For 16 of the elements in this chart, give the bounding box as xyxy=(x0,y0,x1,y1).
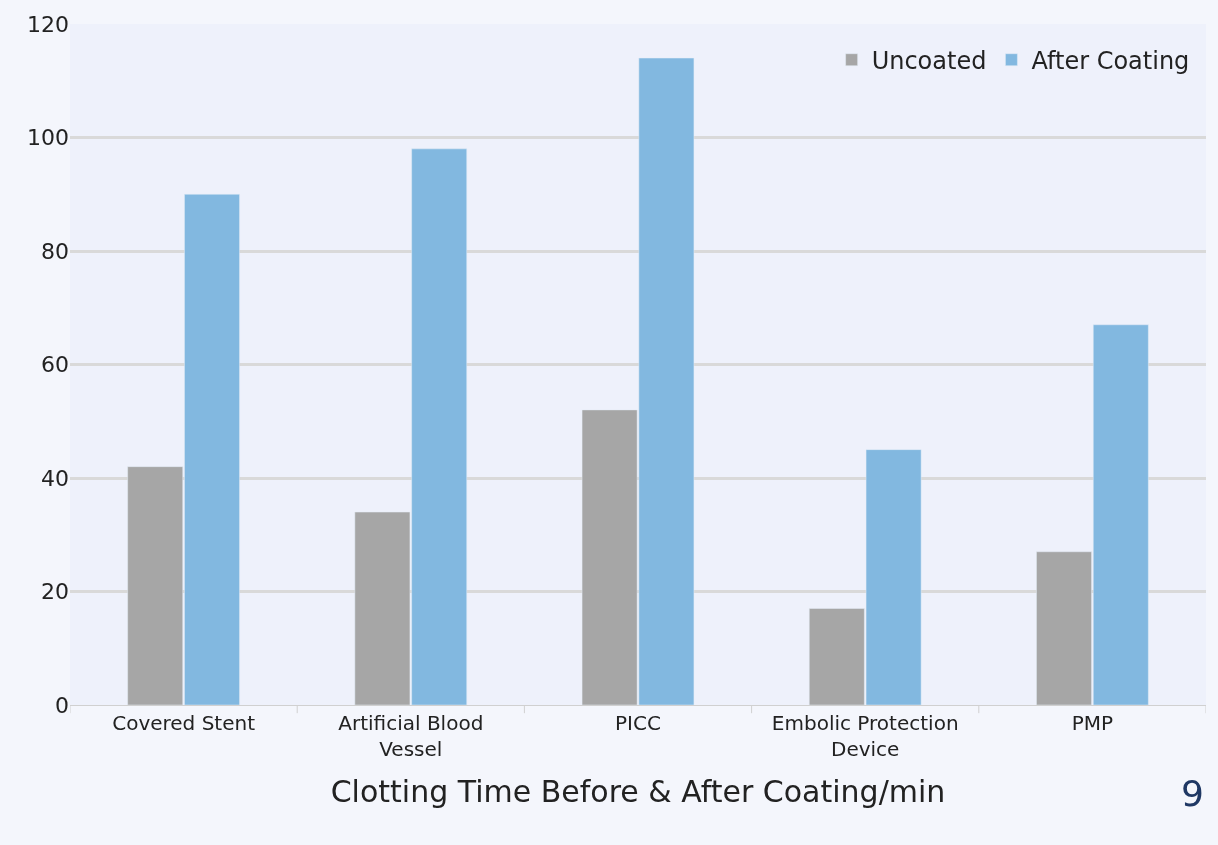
y-tick-label: 40 xyxy=(41,465,69,491)
legend-label: Uncoated xyxy=(871,47,987,76)
x-tick-label: PICC xyxy=(615,711,661,735)
y-tick-label: 20 xyxy=(41,579,69,605)
y-tick-label: 0 xyxy=(55,692,69,718)
y-tick-label: 100 xyxy=(27,125,69,151)
legend-label: After Coating xyxy=(1031,47,1190,76)
y-tick-label: 120 xyxy=(27,11,69,37)
y-tick-label: 60 xyxy=(41,352,69,378)
text: 9 xyxy=(1181,773,1204,814)
x-axis-title: Clotting Time Before & After Coating/min xyxy=(330,773,946,809)
x-tick-label: PMP xyxy=(1071,711,1114,735)
x-tick-label: Artificial Blood Vessel xyxy=(338,711,484,761)
x-tick-label: Embolic Protection Device xyxy=(771,711,959,761)
y-tick-label: 80 xyxy=(41,238,69,264)
x-tick-label: Covered Stent xyxy=(112,711,256,735)
